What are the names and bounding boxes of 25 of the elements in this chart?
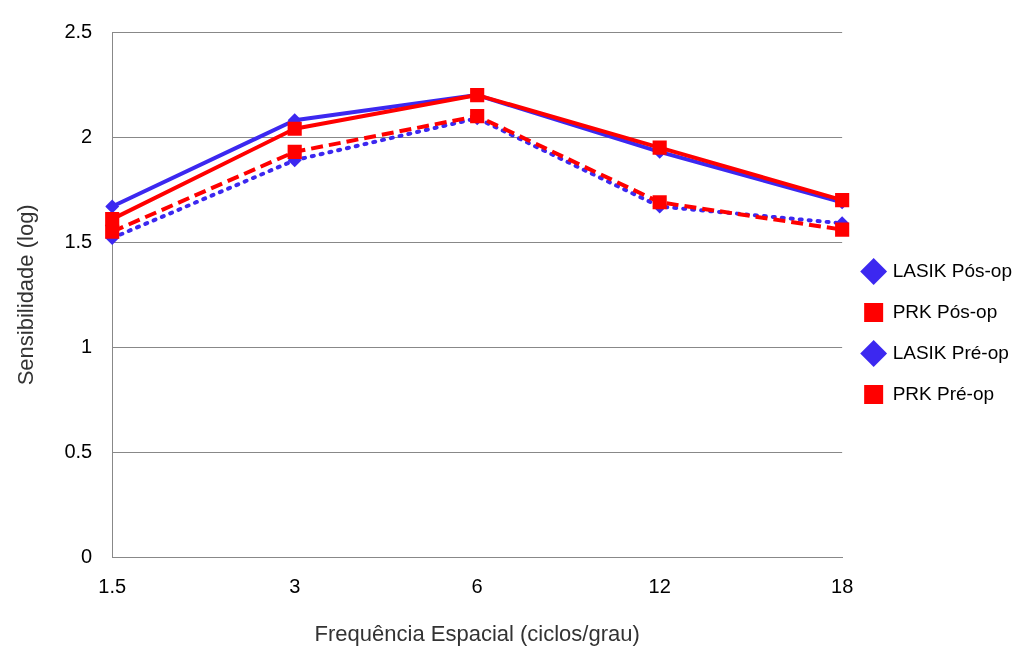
point bbox=[105, 212, 120, 227]
point bbox=[835, 222, 850, 237]
y-tick-label: 2 bbox=[81, 124, 93, 147]
point bbox=[105, 224, 120, 239]
x-axis-title: Frequência Espacial (ciclos/grau) bbox=[314, 620, 640, 646]
point bbox=[652, 140, 667, 155]
y-axis-title: Sensibilidade (log) bbox=[13, 204, 39, 386]
legend-label: PRK Pós-op bbox=[892, 300, 998, 322]
y-tick-label: 0 bbox=[81, 545, 93, 568]
x-tick-label: 6 bbox=[471, 575, 483, 598]
y-tick-label: 1 bbox=[81, 334, 93, 357]
legend-label: PRK Pré-op bbox=[892, 382, 995, 404]
x-tick-label: 18 bbox=[831, 575, 854, 598]
legend-label: LASIK Pré-op bbox=[892, 341, 1009, 363]
y-tick-label: 0.5 bbox=[64, 440, 93, 462]
y-tick-label: 2.5 bbox=[64, 19, 93, 42]
point bbox=[652, 195, 667, 210]
point bbox=[287, 144, 302, 159]
x-tick-label: 12 bbox=[648, 575, 671, 598]
legend-label: LASIK Pós-op bbox=[892, 259, 1012, 281]
point bbox=[287, 121, 302, 136]
x-tick-label: 3 bbox=[289, 575, 301, 598]
y-tick-label: 1.5 bbox=[64, 229, 93, 252]
x-tick-label: 1.5 bbox=[98, 575, 127, 598]
point bbox=[105, 199, 120, 214]
